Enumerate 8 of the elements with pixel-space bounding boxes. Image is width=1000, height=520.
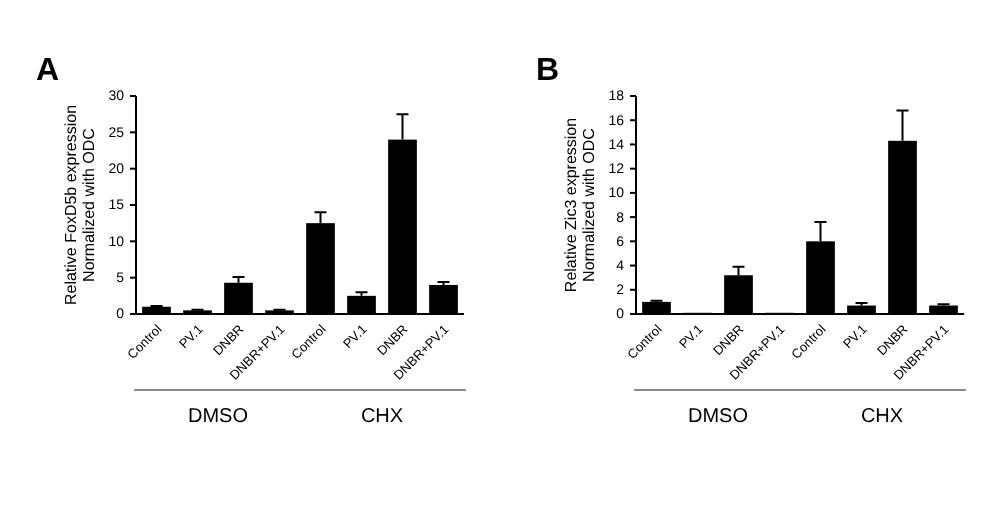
text: CHX (360, 406, 404, 428)
text: DMSO (188, 406, 249, 428)
text: CHX (860, 406, 904, 428)
y-axis-title: Relative Zic3 expression Normalized with ODC (562, 117, 599, 293)
y-axis-title: Relative FoxD5b expression Normalized with ODC (62, 104, 99, 306)
text: DMSO (688, 406, 749, 428)
chart-title: A (36, 54, 60, 88)
chart-title: B (536, 54, 560, 88)
